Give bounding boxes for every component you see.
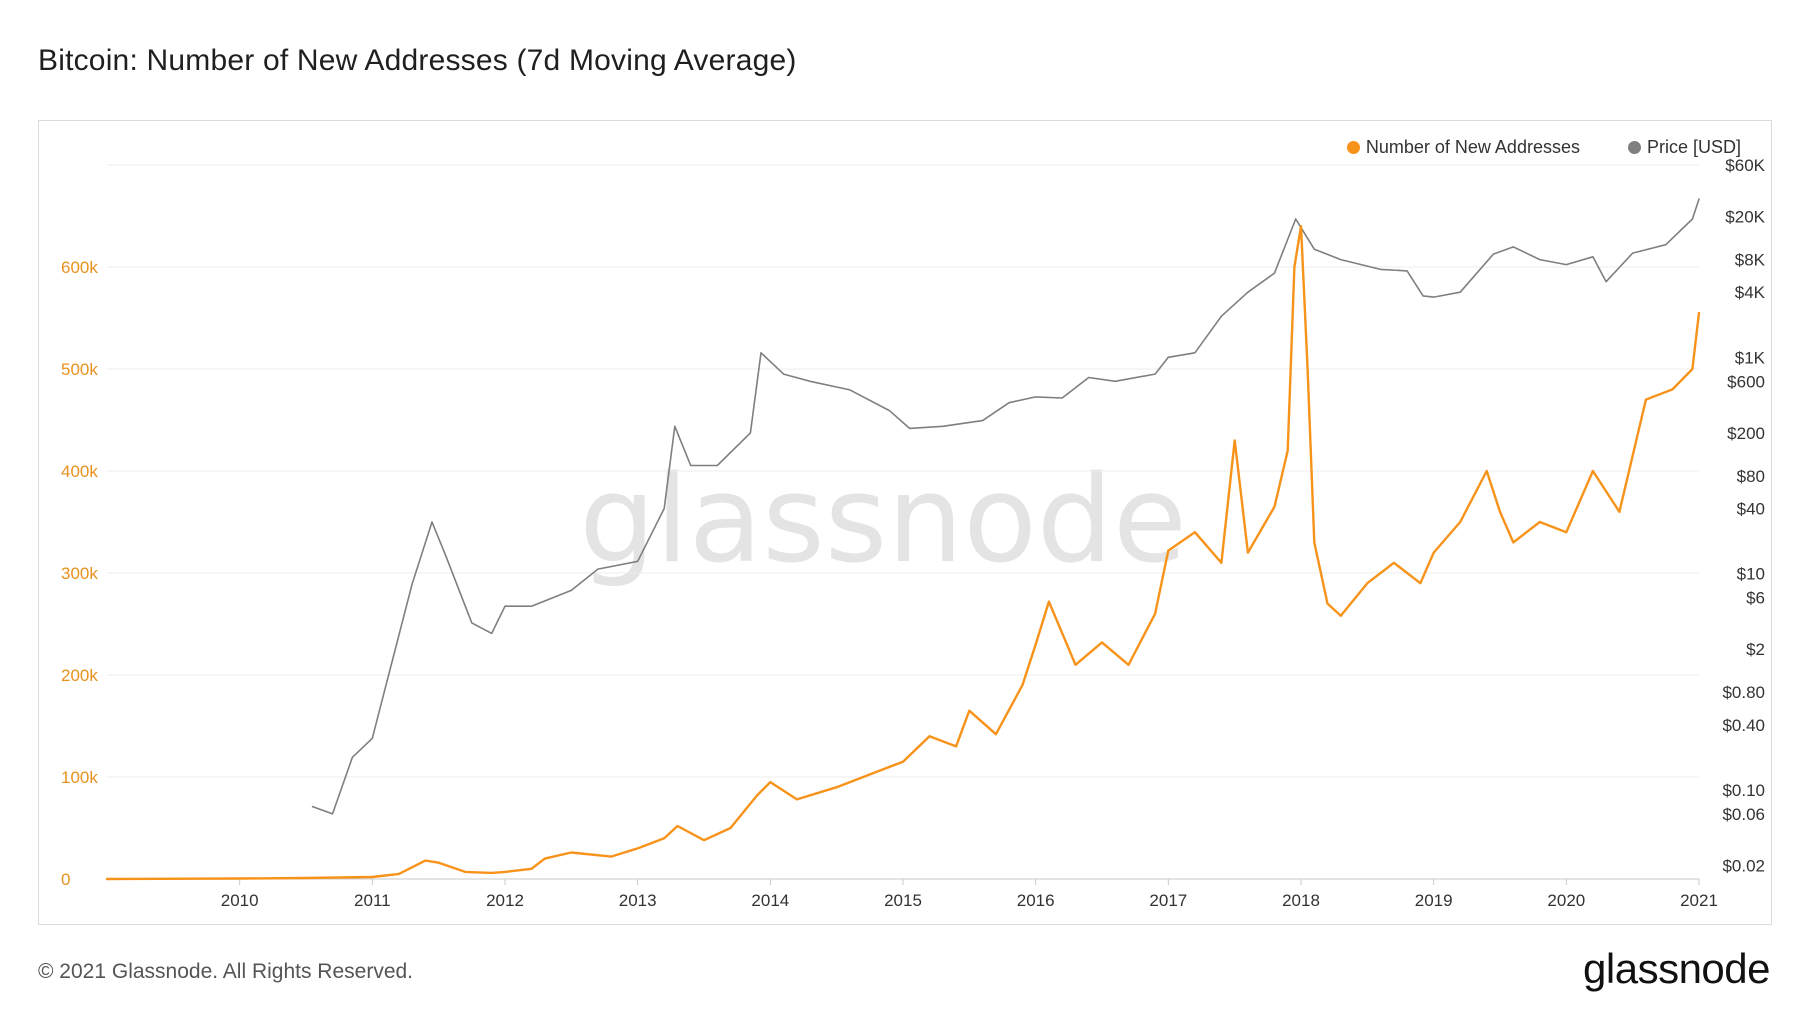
x-tick-label: 2015 (884, 891, 922, 910)
y-left-tick-label: 600k (61, 258, 98, 277)
x-tick-label: 2018 (1282, 891, 1320, 910)
legend: Number of New Addresses Price [USD] (1346, 137, 1741, 158)
x-tick-label: 2021 (1680, 891, 1718, 910)
y-left-tick-label: 400k (61, 462, 98, 481)
y-right-tick-label: $0.80 (1722, 683, 1765, 702)
chart-frame: Number of New Addresses Price [USD] glas… (38, 120, 1772, 925)
legend-dot-icon (1627, 141, 1641, 154)
y-right-tick-label: $4K (1735, 283, 1766, 302)
y-right-tick-label: $40 (1737, 499, 1765, 518)
legend-item-addresses[interactable]: Number of New Addresses (1346, 137, 1580, 158)
x-tick-label: 2020 (1547, 891, 1585, 910)
legend-item-price[interactable]: Price [USD] (1627, 137, 1741, 158)
x-tick-label: 2016 (1017, 891, 1055, 910)
y-right-tick-label: $6 (1746, 589, 1765, 608)
legend-label-price: Price [USD] (1646, 137, 1741, 157)
x-tick-label: 2019 (1415, 891, 1453, 910)
series-line-addresses (105, 224, 1701, 881)
y-left-tick-label: 0 (61, 870, 70, 889)
x-tick-label: 2013 (619, 891, 657, 910)
x-tick-label: 2014 (751, 891, 789, 910)
y-left-tick-label: 500k (61, 360, 98, 379)
y-right-tick-label: $60K (1725, 156, 1765, 175)
copyright-text: © 2021 Glassnode. All Rights Reserved. (38, 960, 414, 983)
y-right-tick-label: $200 (1727, 424, 1765, 443)
y-right-tick-label: $0.06 (1722, 805, 1765, 824)
y-right-tick-label: $10 (1737, 565, 1765, 584)
y-right-tick-label: $2 (1746, 640, 1765, 659)
x-tick-label: 2012 (486, 891, 524, 910)
x-tick-label: 2011 (354, 891, 391, 910)
chart-plot: glassnode 0 100k 200k 300k 400k 500k 600k $60K $2… (61, 156, 1766, 910)
y-left-tick-label: 100k (61, 768, 98, 787)
y-right-tick-label: $8K (1735, 251, 1766, 270)
legend-label-addresses: Number of New Addresses (1365, 137, 1580, 157)
y-right-tick-label: $0.40 (1722, 716, 1765, 735)
y-right-tick-label: $600 (1727, 372, 1765, 391)
y-right-tick-label: $1K (1735, 348, 1766, 367)
y-right-tick-label: $0.02 (1722, 856, 1765, 875)
x-tick-label: 2017 (1149, 891, 1187, 910)
y-right-tick-label: $0.10 (1722, 781, 1765, 800)
y-left-tick-label: 200k (61, 666, 98, 685)
glassnode-logo[interactable]: glassnode (1583, 945, 1770, 992)
y-right-tick-label: $20K (1725, 208, 1765, 227)
legend-dot-icon (1346, 141, 1360, 154)
y-right-tick-label: $80 (1737, 467, 1765, 486)
chart-title: Bitcoin: Number of New Addresses (7d Mov… (38, 44, 797, 77)
series-line-price (311, 198, 1700, 815)
watermark-text: glassnode (579, 451, 1187, 590)
x-tick-label: 2010 (221, 891, 259, 910)
y-left-tick-label: 300k (61, 564, 98, 583)
